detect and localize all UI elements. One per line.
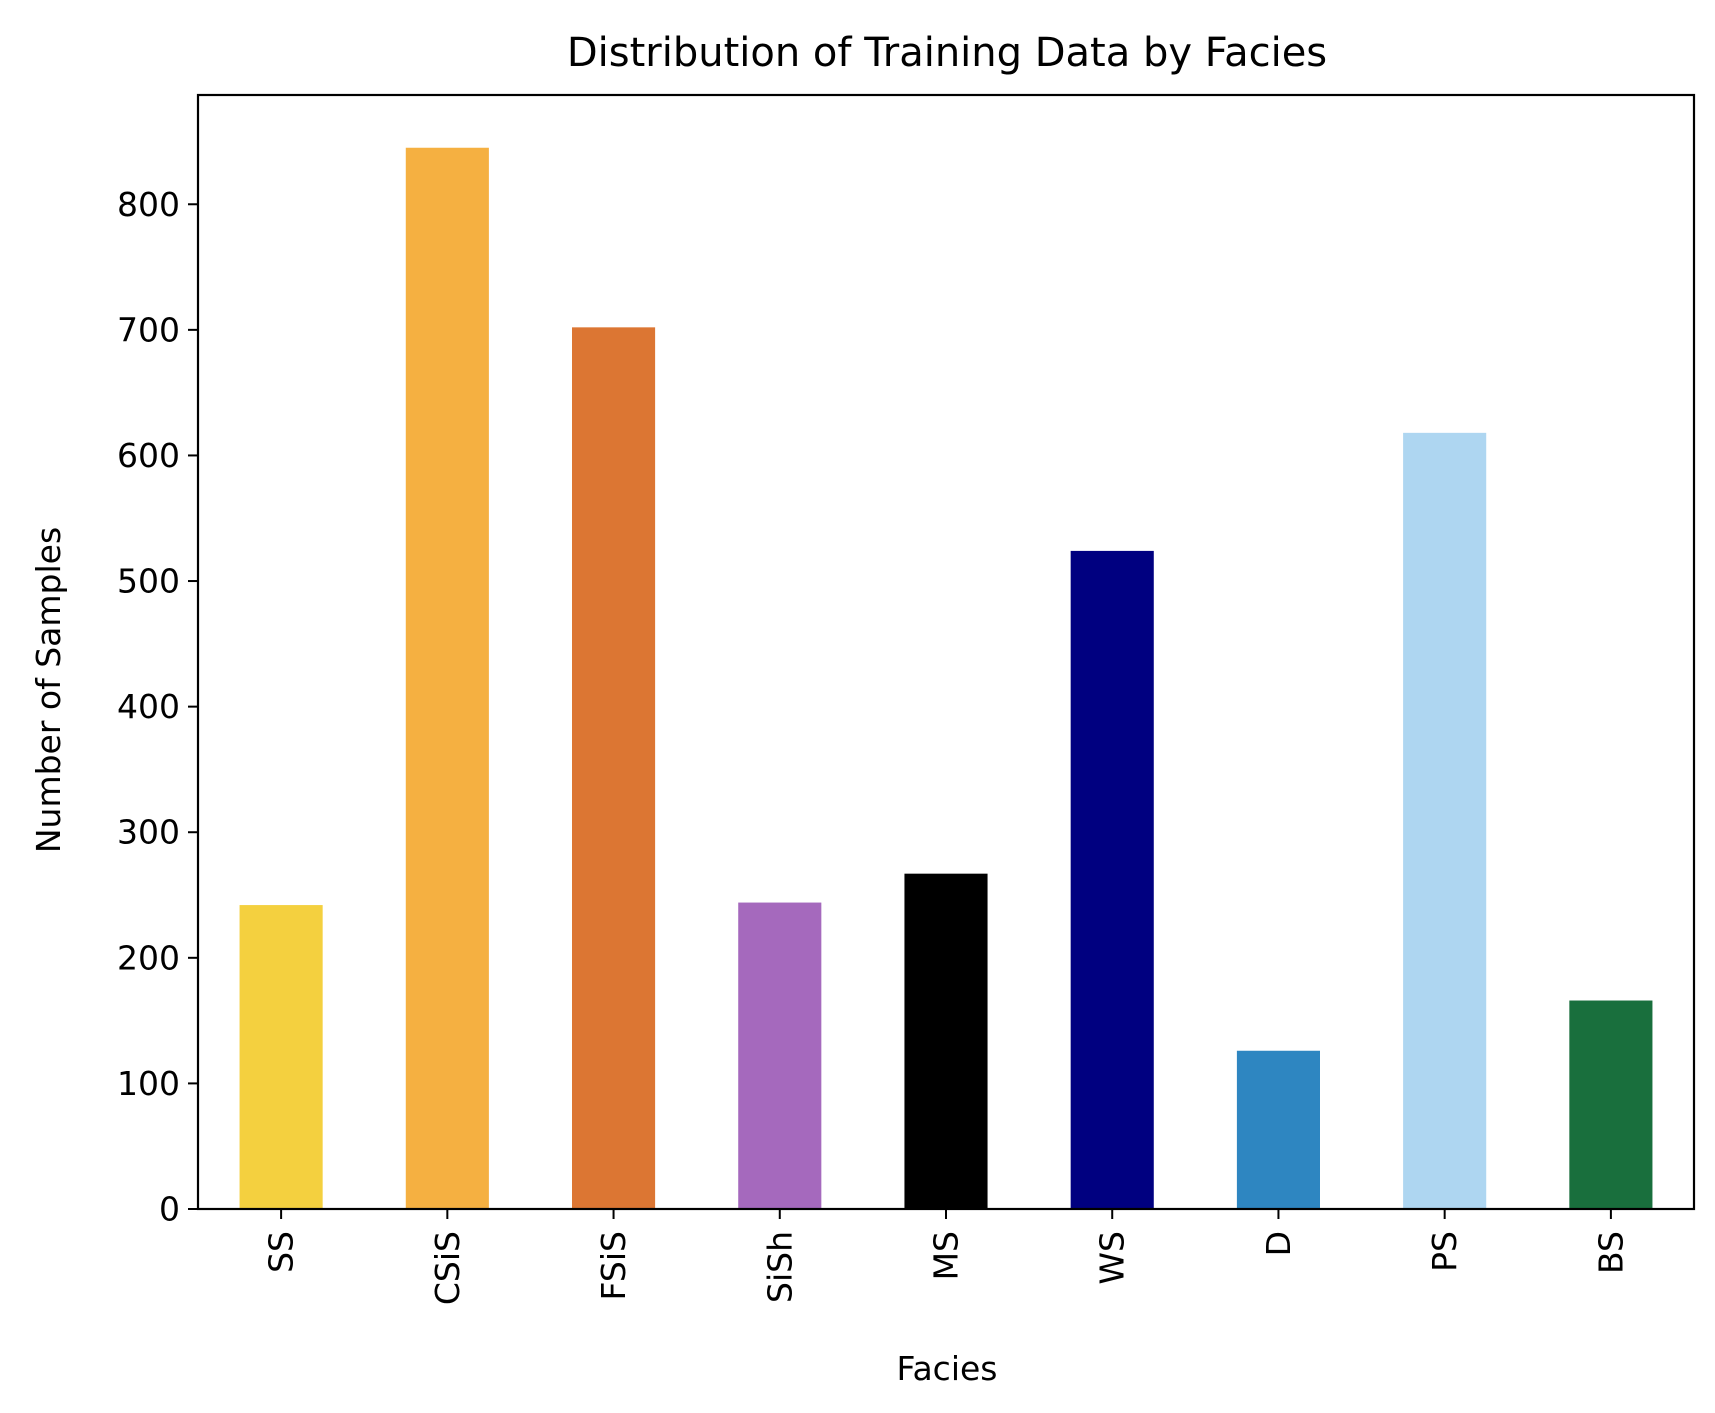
y-tick-label: 700 bbox=[117, 310, 180, 349]
x-tick-label-bs: BS bbox=[1591, 1231, 1630, 1274]
x-tick-label-ms: MS bbox=[927, 1231, 966, 1280]
bars-group bbox=[239, 147, 1653, 1210]
bar-ws bbox=[1070, 550, 1154, 1209]
y-tick-label: 300 bbox=[117, 813, 180, 852]
x-tick-label-ws: WS bbox=[1093, 1231, 1132, 1285]
y-axis-label: Number of Samples bbox=[29, 527, 68, 853]
bar-sish bbox=[738, 902, 822, 1209]
x-tick-label-d: D bbox=[1259, 1231, 1298, 1256]
x-tick-label-ps: PS bbox=[1425, 1231, 1464, 1272]
x-tick-label-ss: SS bbox=[262, 1231, 301, 1273]
bar-csis bbox=[405, 147, 489, 1210]
y-tick-label: 500 bbox=[117, 562, 180, 601]
x-tick-label-sish: SiSh bbox=[760, 1231, 799, 1303]
x-tick-label-fsis: FSiS bbox=[594, 1231, 633, 1300]
y-tick-label: 200 bbox=[117, 938, 180, 977]
y-tick-label: 0 bbox=[159, 1190, 180, 1229]
bar-bs bbox=[1569, 1000, 1653, 1209]
y-tick-label: 400 bbox=[117, 687, 180, 726]
y-axis-ticks: 0 100 200 300 400 500 600 700 800 bbox=[117, 185, 198, 1229]
x-axis-ticks: SS CSiS FSiS SiSh MS WS D PS BS bbox=[262, 1209, 1630, 1305]
bar-ms bbox=[904, 873, 988, 1209]
y-tick-label: 600 bbox=[117, 436, 180, 475]
y-tick-label: 100 bbox=[117, 1064, 180, 1103]
y-tick-label: 800 bbox=[117, 185, 180, 224]
bar-ss bbox=[239, 905, 323, 1209]
plot-frame bbox=[196, 93, 1696, 1211]
bar-fsis bbox=[572, 327, 656, 1209]
bar-ps bbox=[1403, 432, 1487, 1209]
chart-title: Distribution of Training Data by Facies bbox=[567, 30, 1327, 76]
x-axis-label: Facies bbox=[897, 1349, 998, 1388]
bar-d bbox=[1236, 1050, 1320, 1209]
x-tick-label-csis: CSiS bbox=[428, 1231, 467, 1305]
